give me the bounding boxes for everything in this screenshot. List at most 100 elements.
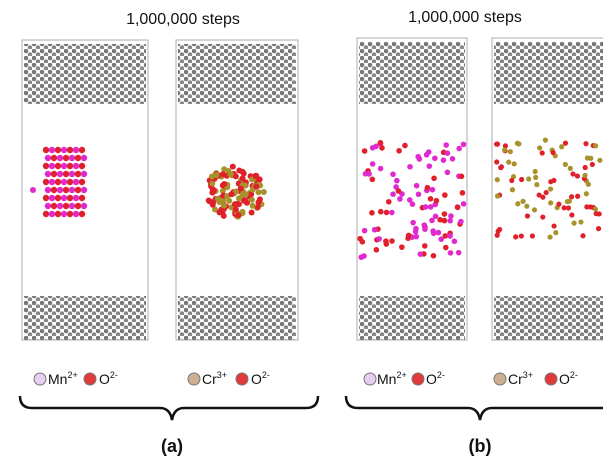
atom xyxy=(575,173,580,178)
atom xyxy=(362,148,368,154)
atom xyxy=(458,219,464,225)
atom xyxy=(405,235,411,241)
atom xyxy=(499,164,504,169)
atom xyxy=(244,200,250,206)
atom xyxy=(396,148,402,154)
atom xyxy=(43,163,49,169)
atom xyxy=(569,212,574,217)
atom xyxy=(49,179,55,185)
atom xyxy=(45,155,51,161)
atom xyxy=(516,141,521,146)
atom xyxy=(494,159,499,164)
atom xyxy=(416,191,422,197)
atom xyxy=(582,173,587,178)
atom xyxy=(61,179,67,185)
legend-text: Mn2+ xyxy=(48,370,78,387)
atom xyxy=(253,173,259,179)
atom xyxy=(372,227,378,233)
atom xyxy=(51,187,57,193)
legend-text: Cr3+ xyxy=(202,370,227,387)
atom xyxy=(460,190,466,196)
atom xyxy=(519,177,524,182)
atom xyxy=(548,179,553,184)
atom xyxy=(63,171,69,177)
atom xyxy=(540,195,545,200)
legend-text: Mn2+ xyxy=(377,370,407,387)
panel-title: 1,000,000 steps xyxy=(126,11,240,28)
atom xyxy=(456,146,462,152)
atom xyxy=(423,204,429,210)
legend-text: O2- xyxy=(426,370,445,387)
atom xyxy=(67,163,73,169)
atom xyxy=(63,203,69,209)
atom xyxy=(510,187,515,192)
atom xyxy=(597,158,602,163)
atom xyxy=(548,200,553,205)
atom xyxy=(508,149,513,154)
atom xyxy=(571,221,576,226)
atom xyxy=(410,220,416,226)
atom xyxy=(379,145,385,151)
sim-boxes xyxy=(22,38,603,340)
atom xyxy=(55,179,61,185)
atom xyxy=(378,209,384,215)
atom xyxy=(63,187,69,193)
atom xyxy=(515,201,520,206)
atom xyxy=(594,211,599,216)
atom xyxy=(448,250,454,256)
atom xyxy=(461,142,467,148)
atom xyxy=(73,163,79,169)
atom xyxy=(417,156,423,162)
atom xyxy=(61,147,67,153)
atom xyxy=(438,236,444,242)
atom xyxy=(431,253,437,259)
atom xyxy=(442,211,448,217)
atom xyxy=(374,247,380,253)
atom xyxy=(497,227,502,232)
atom xyxy=(534,182,539,187)
atom xyxy=(61,211,67,217)
atom xyxy=(45,187,51,193)
atom xyxy=(502,147,507,152)
atom xyxy=(61,163,67,169)
atom xyxy=(378,166,384,172)
atom xyxy=(495,193,500,198)
atom xyxy=(583,165,588,170)
atom xyxy=(399,244,405,250)
atom xyxy=(426,149,432,155)
atom xyxy=(450,156,456,162)
atom xyxy=(533,169,538,174)
atom xyxy=(443,245,449,251)
atom xyxy=(561,205,566,210)
atom xyxy=(73,147,79,153)
atom xyxy=(236,168,242,174)
atom xyxy=(49,195,55,201)
atom xyxy=(43,211,49,217)
atom xyxy=(73,195,79,201)
atom xyxy=(370,161,376,167)
atom xyxy=(81,171,87,177)
atom xyxy=(431,175,437,181)
atom xyxy=(425,185,431,191)
atom xyxy=(55,163,61,169)
atom xyxy=(407,197,413,203)
atom xyxy=(407,164,413,170)
atom xyxy=(461,201,467,207)
atom xyxy=(69,187,75,193)
atom xyxy=(448,213,454,219)
atom xyxy=(79,179,85,185)
atom xyxy=(456,250,462,256)
atom xyxy=(210,202,216,208)
atom xyxy=(422,222,428,228)
atom xyxy=(520,199,525,204)
atom xyxy=(362,228,368,234)
atom xyxy=(75,171,81,177)
atom xyxy=(384,210,390,216)
panel-label: (b) xyxy=(469,436,492,456)
atom xyxy=(75,187,81,193)
atom xyxy=(568,166,573,171)
atom xyxy=(551,223,556,228)
atom xyxy=(434,198,440,204)
atom xyxy=(230,164,236,170)
atom xyxy=(512,161,517,166)
